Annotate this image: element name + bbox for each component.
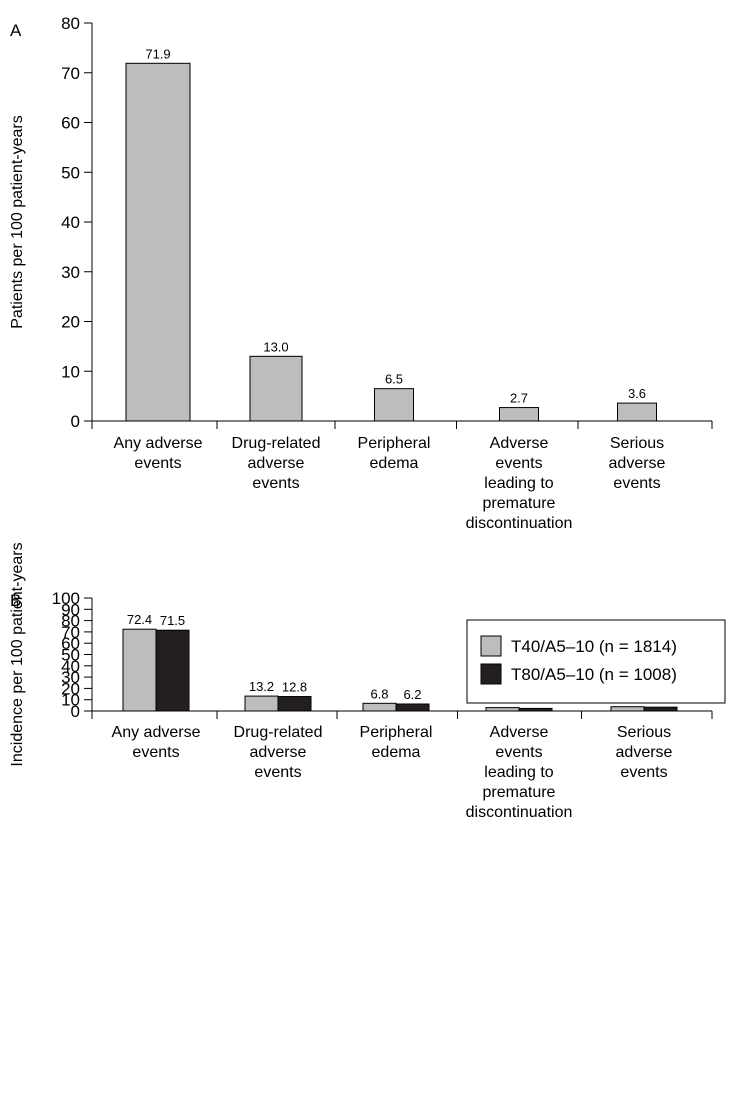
y-tick-label: 20 xyxy=(61,313,80,332)
category-label: edema xyxy=(372,744,421,761)
category-label: events xyxy=(254,764,301,781)
y-tick-label: 10 xyxy=(61,362,80,381)
data-label: 12.8 xyxy=(282,680,307,695)
y-tick-label: 10 xyxy=(61,691,80,710)
category-label: premature xyxy=(483,784,556,801)
y-tick-label: 80 xyxy=(61,14,80,33)
panel-letter: A xyxy=(10,21,22,40)
category-label: Drug-related xyxy=(232,435,321,452)
y-tick-label: 80 xyxy=(61,612,80,631)
bar-value xyxy=(617,402,657,422)
data-label: 6.8 xyxy=(370,686,388,701)
category-label: Peripheral xyxy=(360,724,433,741)
bar-series-2 xyxy=(155,629,190,712)
y-tick-label: 90 xyxy=(61,600,80,619)
category-label: events xyxy=(495,744,542,761)
category-label: premature xyxy=(483,495,556,512)
category-label: adverse xyxy=(248,455,305,472)
y-tick-label: 0 xyxy=(71,702,80,721)
data-label: 6.5 xyxy=(385,372,403,387)
legend-swatch xyxy=(480,635,502,657)
category-label: Serious xyxy=(617,724,671,741)
y-tick-label: 100 xyxy=(52,589,80,608)
category-label: events xyxy=(613,475,660,492)
bar-series-1 xyxy=(122,628,157,712)
category-label: Any adverse xyxy=(114,435,203,452)
category-label: leading to xyxy=(484,475,553,492)
y-tick-label: 20 xyxy=(61,679,80,698)
category-label: Drug-related xyxy=(234,724,323,741)
y-tick-label: 70 xyxy=(61,623,80,642)
category-label: Adverse xyxy=(490,724,549,741)
y-axis-label: Patients per 100 patient-years xyxy=(9,115,26,328)
legend-box xyxy=(466,619,726,704)
bar-series-1 xyxy=(362,702,397,712)
category-label: discontinuation xyxy=(466,804,573,821)
bar-series-1 xyxy=(485,707,520,712)
bar-series-2 xyxy=(518,707,553,712)
data-label: 72.4 xyxy=(127,612,152,627)
category-label: leading to xyxy=(484,764,553,781)
category-label: adverse xyxy=(250,744,307,761)
y-tick-label: 30 xyxy=(61,263,80,282)
data-label: 3.6 xyxy=(628,386,646,401)
legend-label: T80/A5–10 (n = 1008) xyxy=(511,665,677,684)
y-tick-label: 30 xyxy=(61,668,80,687)
data-label: 71.9 xyxy=(145,46,170,61)
y-tick-label: 60 xyxy=(61,114,80,133)
category-label: edema xyxy=(370,455,419,472)
y-tick-label: 70 xyxy=(61,64,80,83)
category-label: Adverse xyxy=(490,435,549,452)
y-axis-label: Incidence per 100 patient-years xyxy=(9,542,26,766)
category-label: adverse xyxy=(609,455,666,472)
y-tick-label: 50 xyxy=(61,163,80,182)
bar-series-1 xyxy=(244,695,279,712)
panel-letter: B xyxy=(10,591,21,610)
category-label: Any adverse xyxy=(112,724,201,741)
category-label: events xyxy=(252,475,299,492)
data-label: 13.0 xyxy=(263,339,288,354)
data-label: 13.2 xyxy=(249,679,274,694)
y-tick-label: 40 xyxy=(61,657,80,676)
panel-a-chart: A Patients per 100 patient-years 0 10 20 30 40… xyxy=(9,14,713,532)
category-label: events xyxy=(134,455,181,472)
bar-series-2 xyxy=(395,703,430,712)
category-label: events xyxy=(620,764,667,781)
legend-swatch xyxy=(480,663,502,685)
bar-series-1 xyxy=(610,706,645,712)
bar-series-2 xyxy=(643,706,678,712)
y-tick-label: 0 xyxy=(71,412,80,431)
legend-label: T40/A5–10 (n = 1814) xyxy=(511,637,677,656)
y-tick-label: 40 xyxy=(61,213,80,232)
category-label: adverse xyxy=(616,744,673,761)
bar-value xyxy=(249,355,303,422)
category-label: events xyxy=(495,455,542,472)
category-label: Peripheral xyxy=(358,435,431,452)
y-tick-label: 60 xyxy=(61,634,80,653)
category-label: Serious xyxy=(610,435,664,452)
data-label: 2.7 xyxy=(510,391,528,406)
bar-value xyxy=(499,407,539,422)
bar-value xyxy=(125,62,191,422)
bar-series-2 xyxy=(277,696,312,712)
bar-value xyxy=(374,388,414,422)
data-label: 71.5 xyxy=(160,613,185,628)
data-label: 6.2 xyxy=(403,687,421,702)
category-label: discontinuation xyxy=(466,515,573,532)
category-label: events xyxy=(132,744,179,761)
y-tick-label: 50 xyxy=(61,646,80,665)
